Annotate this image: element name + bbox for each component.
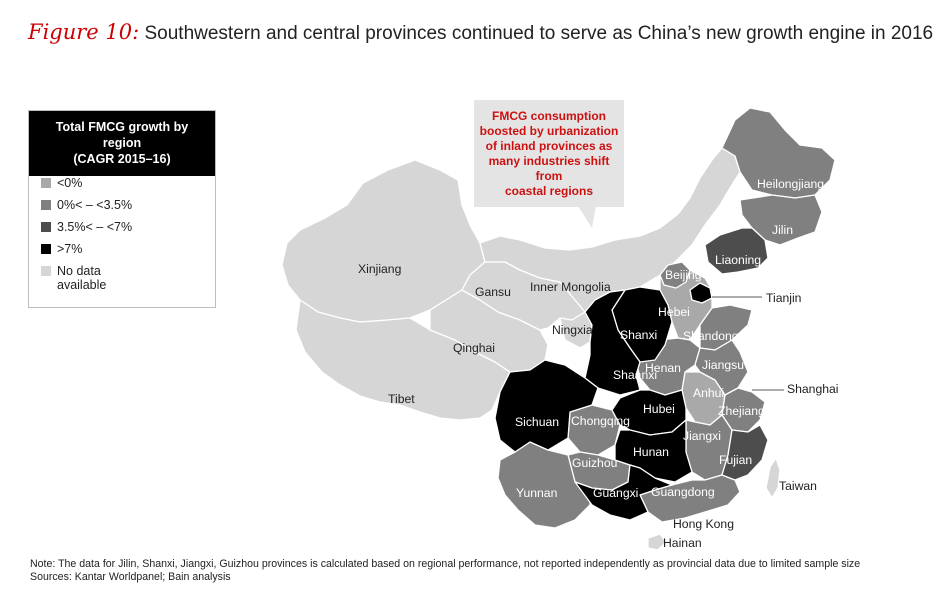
label-xinjiang: Xinjiang (358, 262, 402, 276)
region-heilongjiang (721, 107, 836, 199)
region-guangdong (639, 474, 741, 523)
legend-item-3.5-7: 3.5%< – <7% (41, 220, 215, 242)
legend: Total FMCG growth by region (CAGR 2015–1… (28, 110, 216, 308)
label-guizhou: Guizhou (572, 456, 618, 470)
label-jilin: Jilin (772, 223, 793, 237)
footnote: Note: The data for Jilin, Shanxi, Jiangx… (30, 558, 935, 584)
label-taiwan: Taiwan (779, 479, 817, 493)
region-chongqing (567, 404, 621, 456)
label-jiangxi: Jiangxi (683, 429, 721, 443)
figure-title: Figure 10: Southwestern and central prov… (28, 20, 938, 54)
region-shaanxi (584, 289, 641, 396)
label-guangxi: Guangxi (593, 486, 639, 500)
region-hunan (614, 419, 693, 483)
region-liaoning (704, 227, 769, 275)
legend-item-no-data: No data available (41, 264, 215, 296)
label-tibet: Tibet (388, 392, 415, 406)
label-liaoning: Liaoning (715, 253, 762, 267)
figure-number: Figure 10: (28, 20, 140, 44)
label-tianjin: Tianjin (766, 291, 802, 305)
figure-title-text: Southwestern and central provinces conti… (144, 23, 934, 44)
legend-swatch (41, 200, 51, 210)
label-ningxia: Ningxia (552, 323, 593, 337)
legend-item-below-0: <0% (41, 176, 215, 198)
region-jilin (739, 194, 823, 246)
label-hebei: Hebei (658, 305, 690, 319)
label-shaanxi: Shaanxi (613, 368, 658, 382)
legend-swatch (41, 222, 51, 232)
sources-text: Sources: Kantar Worldpanel; Bain analysi… (30, 571, 231, 583)
label-heilongjiang: Heilongjiang (757, 177, 825, 191)
legend-swatch (41, 244, 51, 254)
legend-item-above-7: >7% (41, 242, 215, 264)
region-guangxi (574, 464, 673, 521)
label-anhui: Anhui (693, 386, 725, 400)
label-yunnan: Yunnan (516, 486, 558, 500)
label-jiangsu: Jiangsu (702, 358, 745, 372)
label-shanxi: Shanxi (620, 328, 658, 342)
label-shandong: Shandong (683, 329, 739, 343)
label-hubei: Hubei (643, 402, 675, 416)
legend-swatch (41, 266, 51, 276)
region-tibet (295, 299, 511, 421)
label-zhejiang: Zhejiang (718, 404, 765, 418)
label-hainan: Hainan (663, 536, 702, 550)
label-shanghai: Shanghai (787, 382, 839, 396)
label-qinghai: Qinghai (453, 341, 496, 355)
note-text: Note: The data for Jilin, Shanxi, Jiangx… (30, 558, 861, 570)
region-beijing (659, 261, 691, 289)
label-gansu: Gansu (475, 285, 511, 299)
label-guangdong: Guangdong (651, 485, 715, 499)
label-sichuan: Sichuan (515, 415, 560, 429)
label-henan: Henan (645, 361, 681, 375)
label-hunan: Hunan (633, 445, 669, 459)
legend-item-0-3.5: 0%< – <3.5% (41, 198, 215, 220)
region-inner-mongolia (479, 147, 741, 313)
label-chongqing: Chongqing (571, 414, 630, 428)
label-fujian: Fujian (719, 453, 753, 467)
callout-box: FMCG consumption boosted by urbanization… (474, 100, 624, 207)
label-hong-kong: Hong Kong (673, 517, 734, 531)
legend-heading: Total FMCG growth by region (CAGR 2015–1… (29, 111, 215, 176)
label-beijing: Beijing (665, 268, 702, 282)
region-sichuan (494, 359, 599, 453)
region-fujian (721, 424, 769, 481)
region-tianjin (689, 282, 713, 304)
callout-pointer (578, 206, 596, 228)
label-inner-mongolia: Inner Mongolia (530, 280, 611, 294)
region-taiwan (765, 457, 781, 499)
legend-swatch (41, 178, 51, 188)
region-hainan (647, 533, 667, 551)
